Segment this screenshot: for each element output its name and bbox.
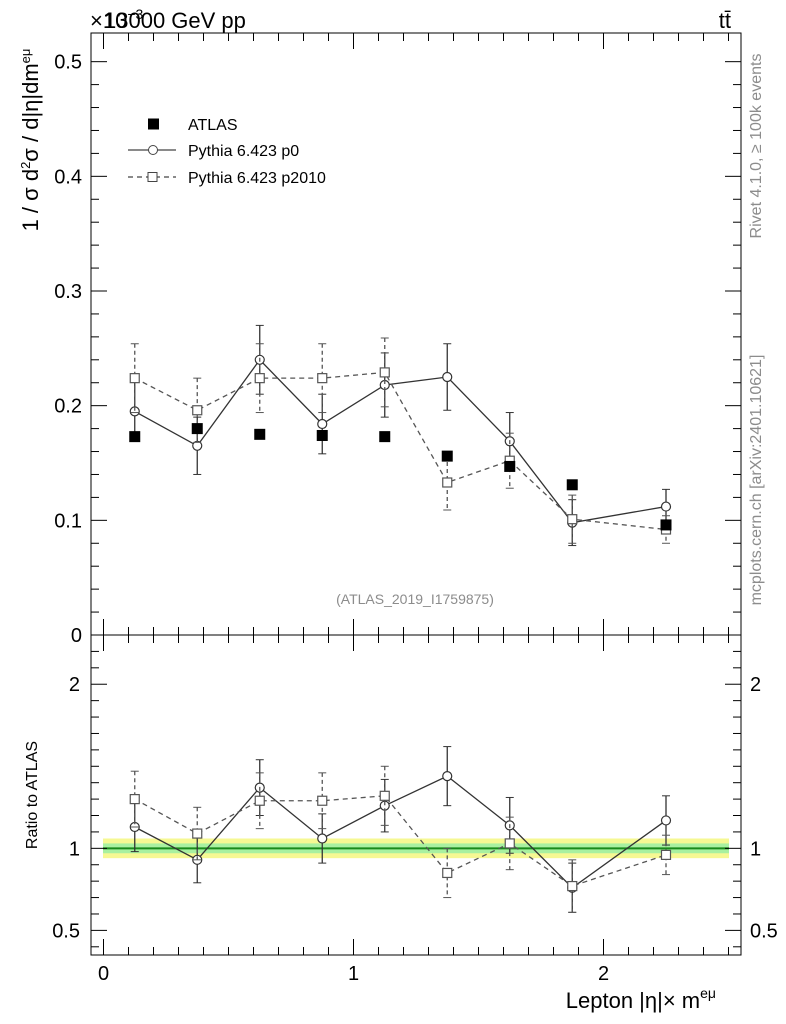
ratio-y-axis-title: Ratio to ATLAS <box>24 741 41 849</box>
pythia-p2010-point <box>129 373 140 384</box>
legend: ATLAS Pythia 6.423 p0 Pythia 6.423 p2010 <box>128 117 326 187</box>
process-label: tt̄ <box>719 8 731 33</box>
x-tick-label: 1 <box>348 963 359 985</box>
atlas-data-point <box>129 431 141 443</box>
legend-label: Pythia 6.423 p0 <box>188 143 299 160</box>
pythia-p2010-point <box>192 405 203 416</box>
ratio-pythia-p2010-point <box>379 790 390 801</box>
atlas-data-point <box>379 431 391 443</box>
x-axis-title: Lepton |η|× meμ <box>566 985 716 1013</box>
y-scale-exponent-label: ×10−3 <box>90 6 144 33</box>
ratio-pythia-p0-point <box>442 771 453 782</box>
x-tick-label: 2 <box>598 963 609 985</box>
ratio-plot-frame <box>90 634 742 956</box>
pythia-p2010-point <box>317 373 328 384</box>
y-tick-label: 0.3 <box>54 281 82 303</box>
legend-label: Pythia 6.423 p2010 <box>188 170 326 187</box>
main-y-axis-title: 1 / σ d2σ / d|η|dmeμ <box>18 49 43 232</box>
ratio-pythia-p2010-point <box>192 828 203 839</box>
ratio-pythia-p0-point <box>660 815 672 826</box>
y-tick-label: 0 <box>71 625 82 647</box>
pythia-p2010-point <box>442 477 453 488</box>
ratio-pythia-p2010-point <box>254 795 265 806</box>
ratio-y-tick-label-left: 1 <box>69 838 80 860</box>
pythia-p2010-point <box>567 514 578 525</box>
ratio-y-tick-label-left: 0.5 <box>52 920 80 942</box>
atlas-data-point <box>504 460 516 472</box>
atlas-data-point <box>191 423 203 435</box>
legend-marker-circle <box>148 145 158 155</box>
atlas-data-point <box>254 428 266 440</box>
analysis-tag: (ATLAS_2019_I1759875) <box>336 591 494 607</box>
ratio-pythia-p2010-point <box>567 880 578 892</box>
main-y-title-sup1: 2 <box>18 162 33 169</box>
ratio-y-tick-label-right: 2 <box>750 674 761 696</box>
main-y-title-sup2: eμ <box>18 49 33 64</box>
x-title-text: Lepton |η|× m <box>566 988 700 1013</box>
main-series <box>129 324 672 547</box>
main-y-title-part1: 1 / σ d <box>18 169 43 232</box>
energy-label: 13000 GeV pp <box>104 8 246 33</box>
ratio-pythia-p2010-point <box>442 867 453 879</box>
ratio-pythia-p0-point <box>317 833 328 844</box>
ratio-pythia-p0-line <box>134 775 667 889</box>
y-tick-label: 0.5 <box>54 52 82 74</box>
x-tick-label: 0 <box>98 963 109 985</box>
ratio-y-tick-label-right: 1 <box>750 838 761 860</box>
atlas-data-point <box>660 519 672 531</box>
axes: 0 1 2 0 0.1 0.2 0.3 0.4 0.5 0.5 0.5 1 1 2 2 <box>52 32 778 985</box>
legend-marker-square <box>147 172 158 182</box>
atlas-data-point <box>566 479 578 491</box>
pythia-p0-point <box>660 501 672 512</box>
ratio-pythia-p2010-point <box>129 794 140 805</box>
pythia-p0-line <box>134 358 667 524</box>
legend-marker-atlas <box>148 118 159 130</box>
y-scale-exponent-power: −3 <box>127 6 143 22</box>
pythia-p0-point <box>442 371 453 383</box>
main-y-title-part2: σ / d|η|dm <box>18 63 43 161</box>
ratio-pythia-p2010-line <box>134 795 667 887</box>
ratio-pythia-p2010-point <box>317 795 328 806</box>
atlas-data-point <box>441 450 453 462</box>
rivet-label: Rivet 4.1.0, ≥ 100k events <box>748 54 765 239</box>
pythia-p2010-point <box>379 367 390 378</box>
y-tick-label: 0.1 <box>54 510 82 532</box>
y-tick-label: 0.2 <box>54 396 82 418</box>
legend-label: ATLAS <box>188 117 238 134</box>
pythia-p2010-point <box>254 373 265 384</box>
pythia-p0-point <box>317 418 328 430</box>
ratio-y-tick-label-left: 2 <box>69 674 80 696</box>
y-tick-label: 0.4 <box>54 166 82 188</box>
ratio-pythia-p2010-point <box>660 849 672 860</box>
ratio-series <box>129 746 672 913</box>
ratio-y-tick-label-right: 0.5 <box>750 920 778 942</box>
mcplots-label: mcplots.cern.ch [arXiv:2401.10621] <box>748 355 765 606</box>
pythia-p2010-line <box>134 371 667 531</box>
x-title-sup: eμ <box>700 985 716 1001</box>
atlas-data-point <box>316 429 328 441</box>
ratio-pythia-p2010-point <box>504 838 515 849</box>
